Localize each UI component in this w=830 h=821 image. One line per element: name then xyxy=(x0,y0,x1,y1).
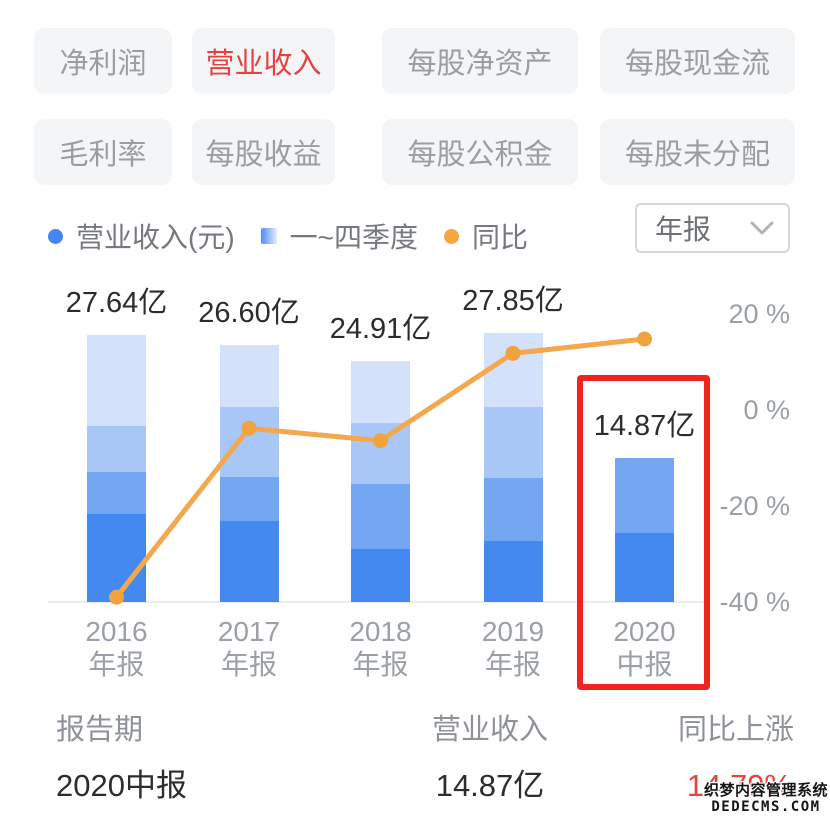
bar-segment-一季度[interactable] xyxy=(219,520,279,602)
legend-yoy-label: 同比 xyxy=(472,222,529,253)
watermark-line1: 织梦内容管理系统 xyxy=(703,782,828,799)
y-axis-tick-label: -20 % xyxy=(719,491,790,521)
legend-revenue-label: 营业收入(元) xyxy=(76,222,235,253)
bar-segment-一季度[interactable] xyxy=(483,541,543,602)
x-axis-tick-label: 2016 年报 xyxy=(85,616,148,680)
bar-segment-二季度[interactable] xyxy=(219,477,279,521)
x-axis-tick-label: 2017 年报 xyxy=(217,616,281,680)
x-axis-line xyxy=(48,601,710,603)
legend-quarters[interactable]: 一~四季度 xyxy=(260,216,419,256)
bar-segment-三季度[interactable] xyxy=(351,422,410,485)
filter-eps[interactable]: 每股收益 xyxy=(192,119,335,185)
table-header-period: 报告期 xyxy=(56,714,144,746)
bar-value-label: 27.85亿 xyxy=(462,284,564,317)
filter-gross-margin[interactable]: 毛利率 xyxy=(34,119,172,185)
bar-segment-三季度[interactable] xyxy=(87,426,146,473)
y-axis-tick-label: 0 % xyxy=(743,395,790,425)
bar-segment-二季度[interactable] xyxy=(351,484,410,549)
bar-segment-一季度[interactable] xyxy=(87,514,146,602)
table-cell-yoy: 14.79% xyxy=(686,768,792,803)
period-dropdown[interactable]: 年报 xyxy=(635,203,790,253)
table-header-revenue: 营业收入 xyxy=(431,714,548,746)
chart-legend: 营业收入(元) 一~四季度 同比 xyxy=(48,219,528,253)
y-axis-tick-label: 20 % xyxy=(728,299,790,329)
filter-revenue[interactable]: 营业收入 xyxy=(192,28,335,94)
legend-quarters-label: 一~四季度 xyxy=(289,222,419,253)
bar-segment-二季度[interactable] xyxy=(483,478,543,542)
legend-yoy[interactable]: 同比 xyxy=(444,216,528,256)
revenue-dot-icon xyxy=(48,228,63,244)
y-axis-tick-label: -40 % xyxy=(719,587,790,617)
yoy-point xyxy=(637,331,652,347)
filter-row-1: 净利润 营业收入 每股净资产 每股现金流 xyxy=(34,28,796,94)
quarters-gradient-icon xyxy=(260,228,277,244)
bar-segment-四季度[interactable] xyxy=(483,332,543,408)
yoy-dot-icon xyxy=(444,228,460,244)
bar-value-label: 26.60亿 xyxy=(198,297,300,330)
bar-segment-四季度[interactable] xyxy=(351,361,410,423)
x-axis-tick-label: 2020 中报 xyxy=(613,616,676,680)
bar-value-label: 27.64亿 xyxy=(65,286,168,319)
watermark: 织梦内容管理系统 DEDECMS.COM xyxy=(704,783,828,815)
bar-segment-一季度[interactable] xyxy=(351,548,410,602)
table-header-yoy: 同比上涨 xyxy=(677,714,794,746)
bar-segment-四季度[interactable] xyxy=(219,345,279,408)
bar-segment-四季度[interactable] xyxy=(87,334,146,427)
bar-segment-三季度[interactable] xyxy=(483,407,543,479)
bar-segment-二季度[interactable] xyxy=(87,472,146,515)
filter-row-2: 毛利率 每股收益 每股公积金 每股未分配 xyxy=(34,119,796,185)
filter-undistributed-per-share[interactable]: 每股未分配 xyxy=(600,119,795,185)
filter-reserve-per-share[interactable]: 每股公积金 xyxy=(382,119,578,185)
table-cell-period: 2020中报 xyxy=(56,768,187,803)
legend-revenue[interactable]: 营业收入(元) xyxy=(48,216,235,256)
bar-segment-三季度[interactable] xyxy=(219,407,279,478)
table-cell-revenue: 14.87亿 xyxy=(435,768,545,803)
highlight-box xyxy=(577,375,710,690)
chevron-down-icon xyxy=(750,221,774,234)
period-dropdown-value: 年报 xyxy=(655,214,712,245)
bar-value-label: 24.91亿 xyxy=(329,313,432,346)
indicator-filters: 净利润 营业收入 每股净资产 每股现金流 毛利率 每股收益 每股公积金 每股未分… xyxy=(34,28,796,185)
watermark-line2: DEDECMS.COM xyxy=(711,799,821,815)
filter-cash-flow-per-share[interactable]: 每股现金流 xyxy=(600,28,795,94)
x-axis-tick-label: 2018 年报 xyxy=(349,616,412,680)
x-axis-tick-label: 2019 年报 xyxy=(481,616,545,680)
filter-net-profit[interactable]: 净利润 xyxy=(34,28,172,94)
filter-net-assets-per-share[interactable]: 每股净资产 xyxy=(382,28,578,94)
